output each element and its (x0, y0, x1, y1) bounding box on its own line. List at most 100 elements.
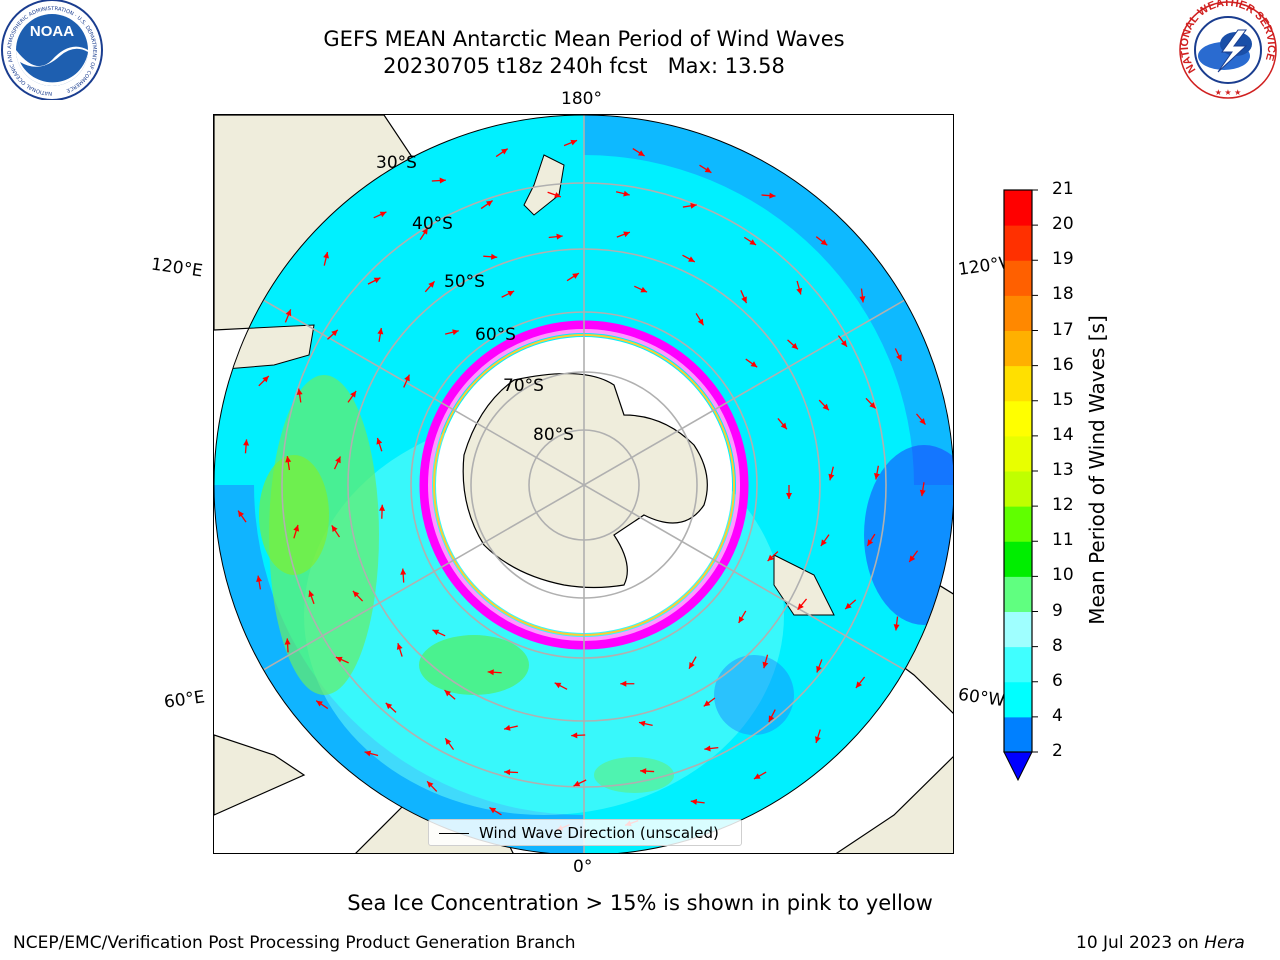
wind-arrow-head (491, 253, 498, 260)
wind-arrow-head (364, 750, 372, 757)
wind-arrow-head (820, 239, 828, 246)
lon-label-0: 0° (573, 857, 593, 877)
wind-arrow-head (350, 390, 357, 398)
wind-arrow-head (400, 568, 407, 575)
colorbar-tick-label: 17 (1052, 319, 1074, 340)
wind-arrow-head (404, 374, 410, 382)
wind-arrow-head (762, 661, 769, 669)
wind-arrow-head (572, 273, 579, 279)
wind-arrow-head (750, 361, 758, 368)
colorbar-tick-label: 4 (1052, 705, 1063, 726)
wind-arrow-head (867, 539, 874, 546)
wind-arrow-head (352, 590, 360, 598)
wind-arrow-head (896, 354, 902, 362)
wind-arrow-head (816, 665, 822, 673)
date-text: 10 Jul 2023 on (1076, 933, 1205, 953)
colorbar-tick-label: 19 (1052, 249, 1074, 270)
sea-ice-note: Sea Ice Concentration > 15% is shown in … (347, 891, 933, 915)
wind-arrow-head (485, 200, 493, 207)
colorbar-segment (1004, 681, 1032, 718)
wind-arrow-head (690, 798, 698, 805)
colorbar-tick-label: 16 (1052, 354, 1074, 375)
wind-arrow-head (487, 669, 494, 676)
colorbar-segment (1004, 541, 1032, 577)
map-legend: Wind Wave Direction (unscaled) (428, 819, 742, 846)
colorbar-tick-label: 9 (1052, 600, 1063, 621)
nws-logo: NATIONAL WEATHER SERVICE ★ ★ ★ (1179, 0, 1277, 99)
wind-arrow-head (571, 732, 578, 739)
wind-arrow-head (690, 202, 697, 209)
colorbar-tick-label: 12 (1052, 495, 1074, 516)
wind-arrow-head (284, 638, 291, 645)
lat-label-70: 70°S (503, 376, 544, 396)
plot-subtitle: 20230705 t18z 240h fcst Max: 13.58 (383, 54, 785, 78)
wind-arrow-head (640, 768, 647, 775)
noaa-logo-text: NOAA (30, 23, 74, 40)
wind-arrow-head (869, 402, 876, 409)
lat-label-60: 60°S (475, 325, 516, 345)
wind-arrow-head (293, 524, 300, 532)
wind-arrow-head (873, 473, 880, 480)
antarctica-land (462, 372, 708, 589)
south-america-east-land (835, 756, 953, 853)
colorbar-tick-label: 20 (1052, 214, 1074, 235)
colorbar-segment (1004, 576, 1032, 612)
wind-arrow-head (452, 329, 459, 336)
wind-arrow-head (620, 680, 627, 687)
colorbar-tick-label: 2 (1052, 741, 1063, 761)
wind-arrow-head (554, 192, 561, 198)
wind-arrow-head (753, 773, 761, 779)
wind-arrow-head (501, 148, 508, 155)
colorbar (1003, 189, 1038, 782)
wind-arrow-head (814, 736, 821, 743)
wind-arrow-head (335, 656, 343, 663)
wind-arrow-head (768, 715, 775, 723)
wind-arrow-head (840, 340, 847, 347)
lon-label-180: 180° (561, 89, 602, 109)
wind-arrow-head (767, 554, 775, 562)
colorbar-tick-label: 15 (1052, 389, 1074, 410)
colorbar-title: Mean Period of Wind Waves [s] (1085, 315, 1109, 625)
colorbar-segment (1004, 400, 1032, 437)
noaa-logo: NOAA NATIONAL OCEANIC AND ATMOSPHERIC AD… (1, 0, 103, 100)
wind-arrow-head (637, 150, 645, 157)
wind-arrow-head (285, 309, 292, 317)
wind-arrow-head (379, 504, 386, 511)
wind-arrow-head (828, 473, 835, 481)
colorbar-segment (1004, 506, 1032, 542)
lat-label-80: 80°S (533, 425, 574, 445)
lat-label-40: 40°S (412, 214, 453, 234)
colorbar-extend-arrow (1003, 751, 1033, 782)
wind-arrow-head (427, 781, 434, 788)
colorbar-segment (1004, 330, 1032, 367)
wind-arrow-head (422, 228, 428, 235)
colorbar-segment (1004, 646, 1032, 683)
wind-arrow-head (504, 769, 511, 776)
wind-arrow-head (432, 629, 440, 636)
meridian-60E-120W (214, 262, 953, 708)
wind-arrow-head (439, 177, 446, 184)
wind-arrow-head (373, 277, 381, 284)
wind-arrow-head (703, 700, 711, 707)
wind-arrow-head (379, 211, 387, 218)
colorbar-tick-label: 10 (1052, 565, 1074, 586)
wind-arrow-head (741, 296, 747, 304)
wind-arrow-head (638, 720, 646, 727)
wind-arrow-head (323, 251, 330, 259)
wind-arrow-head (308, 590, 315, 598)
colorbar-segment (1004, 611, 1032, 648)
colorbar-segment (1004, 471, 1032, 507)
wind-arrow-head (376, 437, 383, 445)
svg-text:★ ★ ★: ★ ★ ★ (1215, 88, 1242, 97)
wind-arrow-head (444, 690, 452, 697)
wind-arrow-head (859, 296, 866, 303)
wind-arrow-head (554, 682, 562, 689)
colorbar-tick-label: 18 (1052, 284, 1074, 305)
wind-arrow-head (331, 329, 338, 337)
host-name: Hera (1204, 933, 1245, 953)
colorbar-segment (1004, 716, 1032, 753)
wind-arrow-head (285, 456, 292, 463)
wind-arrow-head (797, 603, 804, 610)
lon-label-60e: 60°E (162, 687, 207, 713)
wind-arrow-head (704, 166, 712, 173)
